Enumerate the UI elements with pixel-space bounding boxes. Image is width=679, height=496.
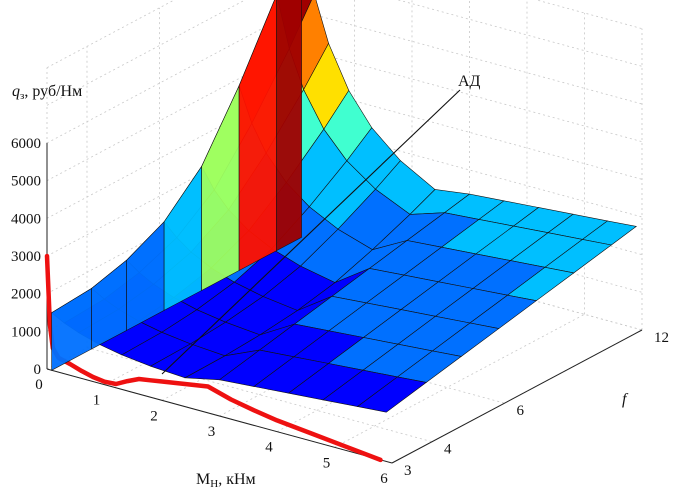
axis-edge [391,329,643,464]
axis-edge [46,368,393,464]
y-tick-label: 6 [517,403,525,419]
y-tick-label: 12 [654,330,669,346]
grid-line-floor-x [334,313,585,448]
annotation-layer [161,89,461,375]
grid-line-back-z [535,0,643,30]
surface-side [51,287,92,371]
annotation-label: АД [458,73,481,90]
surface-side [201,85,240,291]
x-tick-label: 0 [35,377,43,393]
x-tick-label: 5 [323,455,331,471]
grid-line-left-z [46,9,298,144]
z-tick-label: 0 [34,362,42,378]
surface-side [238,0,277,271]
y-tick-label: 4 [444,442,452,458]
z-tick-label: 1000 [11,324,41,340]
z-tick-label: 2000 [11,287,41,303]
x-axis-title: МН, кНм [196,471,256,490]
z-axis-title: qз, руб/Нм [12,83,82,102]
x-tick-label: 6 [380,471,388,487]
grid-line-left-z [46,0,176,69]
z-tick-label: 4000 [11,211,41,227]
x-tick-label: 1 [93,393,101,409]
surface-patch [356,376,428,413]
x-tick-label: 3 [208,424,216,440]
surface-layer [51,0,638,413]
z-tick-label: 5000 [11,174,41,190]
y-tick-label: 3 [404,463,412,479]
z-tick-label: 6000 [11,136,41,152]
grid-line-left-z [46,0,246,106]
x-tick-label: 2 [150,408,158,424]
annotation-leader-line [161,89,461,375]
surface-side [163,165,202,311]
z-tick-label: 3000 [11,249,41,265]
surface-side [276,0,302,252]
y-axis-title: f [622,391,629,408]
x-tick-label: 4 [265,440,273,456]
